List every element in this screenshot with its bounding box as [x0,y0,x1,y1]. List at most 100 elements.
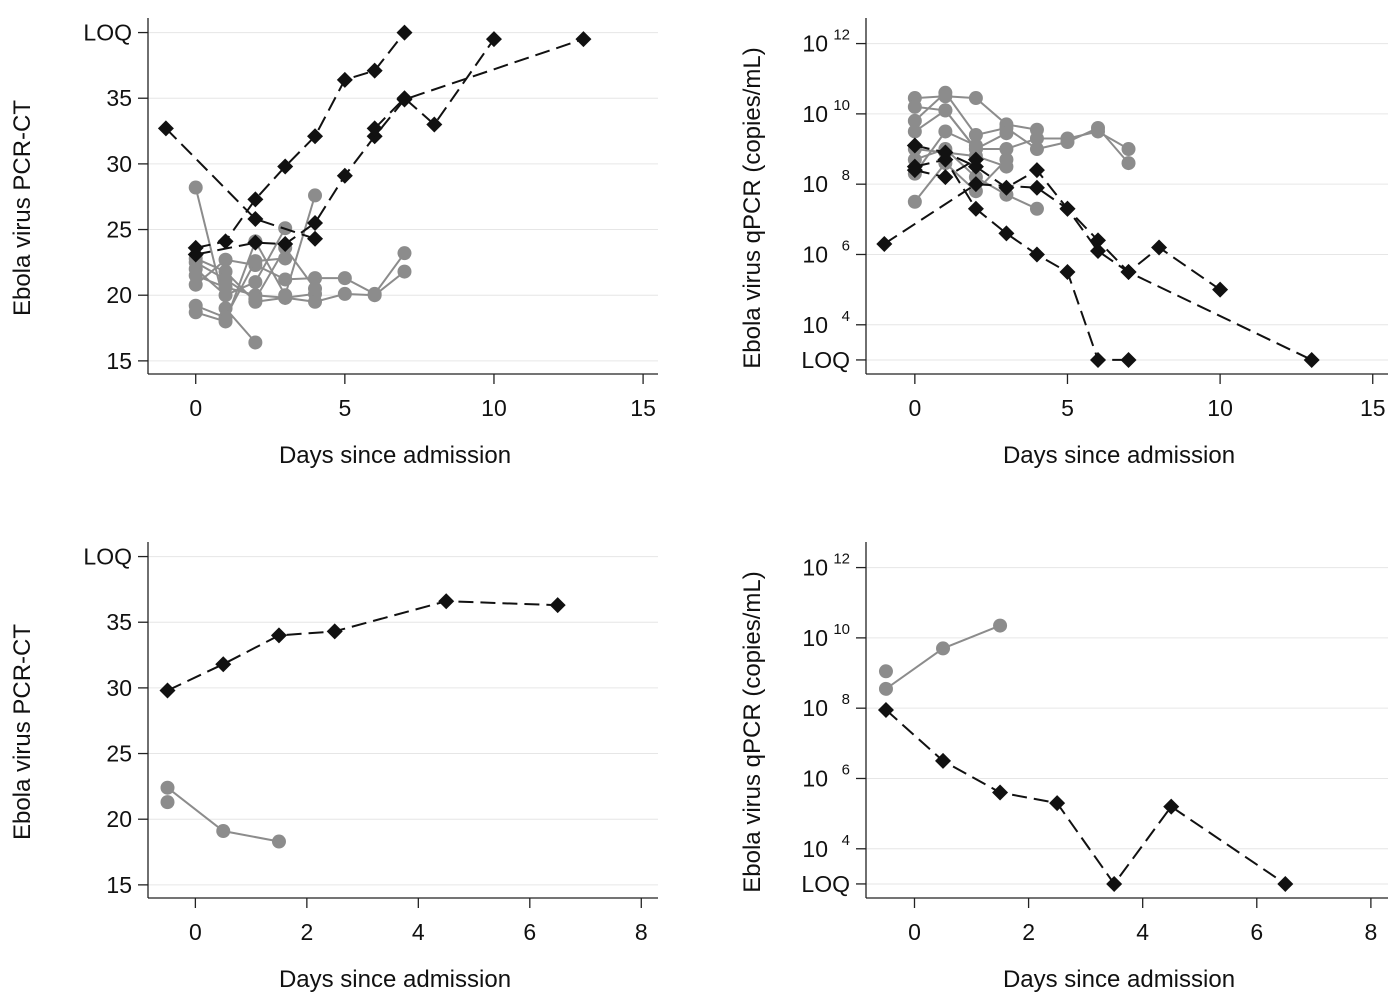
y-tick-label: 10 [802,625,828,651]
series-line [914,158,1008,203]
data-point-circle [248,292,263,307]
series-3 [907,85,1136,171]
y-tick-exponent: 10 [833,621,850,638]
data-point-circle [218,314,233,329]
data-point-diamond [967,200,984,217]
x-tick-label: 2 [1022,919,1035,945]
data-point-circle [1121,142,1136,157]
x-tick-label: 5 [338,395,351,421]
data-point-diamond [967,151,984,168]
data-point-circle [907,124,922,139]
data-point-circle [1060,135,1075,149]
series-12 [906,151,984,186]
data-point-diamond [277,235,294,252]
data-point-circle [999,142,1014,157]
data-point-circle [907,194,922,209]
x-tick-label: 10 [481,395,507,421]
data-point-circle [278,288,293,303]
series-11 [187,31,592,263]
data-point-circle [271,834,286,849]
series-line [885,709,1286,886]
data-point-diamond [307,128,324,145]
y-axis-title: Ebola virus qPCR (copies/mL) [739,571,766,892]
x-tick-label: 8 [635,919,648,945]
x-tick-label: 0 [189,395,202,421]
data-point-circle [1121,156,1136,171]
data-point-circle [188,180,203,195]
data-point-diamond [396,24,413,41]
y-tick-label: LOQ [801,347,850,373]
y-tick-exponent: 12 [833,551,850,568]
y-tick-label: 10 [802,101,828,127]
series-line [883,183,1221,291]
data-point-diamond [366,62,383,79]
y-axis-title: Ebola virus qPCR (copies/mL) [739,47,766,368]
series-line [195,257,286,319]
data-point-diamond [247,234,264,251]
data-point-circle [160,795,175,810]
data-point-circle [1029,131,1044,146]
chart-panel-3: 15 20 25 30 35 LOQ 0 2 4 6 8 Days since admission Eb… [9,542,658,993]
chart-panel-1: 15 20 25 30 35 LOQ 0 5 10 15 Days since admission E… [9,18,658,469]
data-point-circle [907,99,922,114]
x-tick-label: 15 [1360,395,1386,421]
x-tick-label: 2 [300,919,313,945]
data-point-diamond [1059,200,1076,217]
data-point-diamond [426,116,443,133]
x-axis-title: Days since admission [279,442,511,469]
y-tick-label: 10 [802,765,828,791]
x-axis-title: Days since admission [1003,966,1235,993]
data-point-circle [308,188,323,203]
data-point-circle [968,138,983,153]
y-tick-label: 10 [802,695,828,721]
data-point-circle [938,85,953,100]
y-tick-label: 25 [106,217,132,243]
series-12 [366,31,502,137]
y-tick-label: 20 [106,806,132,832]
x-axis-title: Days since admission [1003,442,1235,469]
data-point-circle [938,103,953,118]
series-9 [876,176,1229,298]
data-point-circle [188,305,203,320]
data-point-diamond [1151,239,1168,256]
data-point-circle [993,618,1008,633]
y-tick-exponent: 8 [842,167,850,184]
data-point-diamond [906,162,923,179]
x-tick-label: 4 [1136,919,1149,945]
data-point-diamond [326,623,343,640]
y-tick-exponent: 6 [842,237,850,254]
x-tick-label: 0 [908,919,921,945]
y-tick-label: 10 [802,836,828,862]
data-point-circle [248,335,263,350]
data-point-diamond [906,137,923,154]
series-line [885,624,1001,690]
x-tick-label: 6 [523,919,536,945]
data-point-diamond [1090,351,1106,368]
data-point-circle [878,664,893,679]
data-point-circle [337,271,352,286]
y-tick-label: 35 [106,85,132,111]
data-point-diamond [1106,875,1123,892]
data-point-diamond [575,31,592,48]
y-tick-label: LOQ [83,544,132,570]
data-point-circle [999,126,1014,141]
x-tick-label: 4 [412,919,425,945]
y-tick-label: LOQ [83,20,132,46]
data-point-diamond [1163,798,1180,815]
data-point-diamond [935,752,952,769]
data-point-diamond [1090,242,1106,259]
data-point-diamond [438,593,455,610]
data-point-diamond [1277,875,1294,892]
series-line [914,158,1129,361]
chart-panel-2: LOQ 10 4 10 6 10 8 10 10 10 12 0 5 10 15 Days since adm… [739,18,1388,469]
data-point-circle [999,152,1014,167]
y-axis-title: Ebola virus PCR-CT [9,624,36,840]
data-point-circle [308,281,323,296]
series-1 [878,618,1008,696]
data-point-circle [1029,142,1044,157]
y-tick-label: 15 [106,348,132,374]
data-point-circle [968,127,983,142]
series-1 [160,780,286,849]
data-point-circle [188,277,203,292]
data-point-diamond [247,211,264,228]
